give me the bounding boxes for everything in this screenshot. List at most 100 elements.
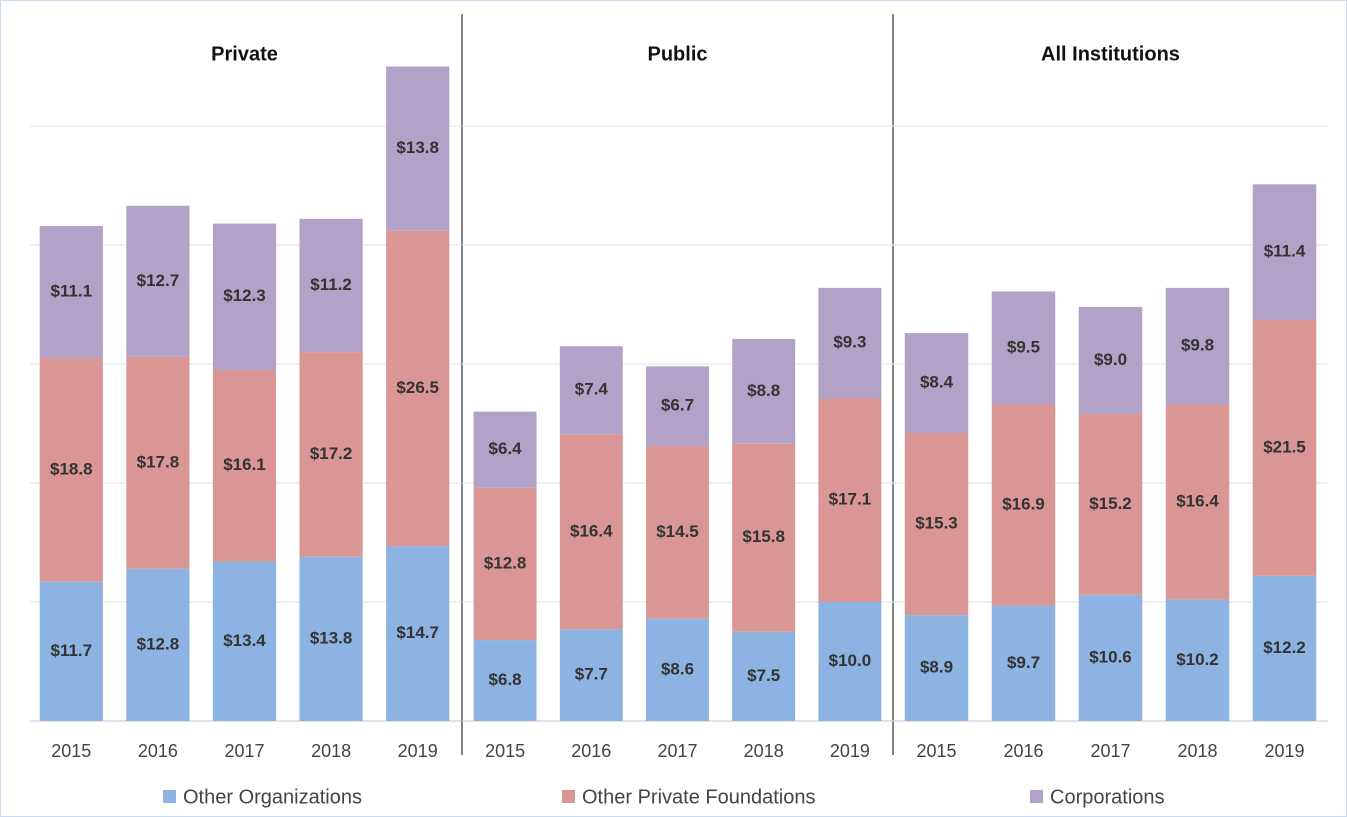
value-label: $15.2	[1089, 494, 1132, 513]
value-label: $14.5	[656, 522, 699, 541]
value-label: $16.1	[223, 455, 266, 474]
value-label: $13.4	[223, 631, 266, 650]
bar-segment	[126, 356, 190, 569]
bar-segment	[212, 561, 277, 721]
bar-segment	[818, 287, 882, 399]
bar-segment	[212, 223, 277, 370]
bar-segment	[904, 433, 969, 616]
value-label: $10.6	[1089, 647, 1132, 666]
bar-segment	[473, 411, 537, 488]
value-label: $6.4	[489, 439, 523, 458]
value-label: $8.8	[747, 381, 780, 400]
value-label: $11.2	[310, 275, 352, 294]
value-label: $6.7	[661, 396, 694, 415]
bar-segment	[646, 446, 709, 619]
bar-segment	[386, 546, 450, 721]
legend-swatch	[163, 790, 176, 803]
value-label: $11.4	[1264, 242, 1306, 261]
x-tick-label: 2019	[1264, 741, 1304, 761]
panel-title: Private	[211, 43, 278, 65]
value-label: $11.7	[50, 641, 92, 660]
value-label: $26.5	[396, 378, 439, 397]
value-label: $8.9	[920, 658, 953, 677]
bar-segment	[473, 487, 537, 641]
bar-segment	[1165, 287, 1230, 405]
value-label: $6.8	[489, 670, 522, 689]
x-tick-label: 2016	[1003, 741, 1043, 761]
bar-segment	[473, 640, 537, 721]
panel-title: All Institutions	[1041, 43, 1180, 65]
bar-segment	[1165, 599, 1230, 721]
value-label: $16.9	[1002, 494, 1045, 513]
value-label: $12.8	[137, 634, 180, 653]
value-label: $15.8	[742, 527, 785, 546]
value-label: $10.0	[829, 651, 872, 670]
bar-segment	[991, 404, 1056, 606]
bar-segment	[991, 291, 1056, 405]
legend-swatch	[1030, 790, 1043, 803]
bar-segment	[299, 218, 363, 353]
bar-segment	[559, 346, 623, 435]
x-tick-label: 2017	[224, 741, 264, 761]
value-label: $11.1	[50, 281, 92, 300]
legend-label: Other Private Foundations	[582, 786, 815, 808]
value-label: $21.5	[1263, 437, 1306, 456]
value-label: $16.4	[570, 521, 613, 540]
value-label: $12.8	[484, 553, 527, 572]
bar-segment	[1252, 319, 1317, 576]
x-tick-label: 2017	[1090, 741, 1130, 761]
x-tick-label: 2017	[657, 741, 697, 761]
bar-segment	[818, 602, 882, 721]
bar-segment	[818, 398, 882, 602]
bar-segment	[126, 568, 190, 721]
x-tick-label: 2016	[138, 741, 178, 761]
value-label: $17.1	[829, 490, 872, 509]
panel-title: Public	[647, 43, 707, 65]
x-tick-label: 2019	[398, 741, 438, 761]
x-tick-label: 2015	[51, 741, 91, 761]
value-label: $17.8	[137, 452, 180, 471]
value-label: $9.0	[1094, 350, 1127, 369]
legend-swatch	[562, 790, 575, 803]
bar-segment	[39, 581, 103, 721]
x-tick-label: 2018	[744, 741, 784, 761]
bar-segment	[126, 205, 190, 357]
bar-segment	[386, 230, 450, 547]
bar-segment	[904, 333, 969, 434]
x-tick-label: 2018	[311, 741, 351, 761]
bar-segment	[646, 618, 709, 721]
bar-segment	[1078, 413, 1143, 595]
value-label: $12.2	[1263, 638, 1306, 657]
x-tick-label: 2015	[916, 741, 956, 761]
x-tick-label: 2018	[1177, 741, 1217, 761]
value-label: $9.5	[1007, 337, 1040, 356]
value-label: $14.7	[396, 623, 439, 642]
value-label: $12.3	[223, 286, 266, 305]
value-label: $18.8	[50, 459, 93, 478]
value-label: $12.7	[137, 271, 180, 290]
value-label: $10.2	[1176, 650, 1219, 669]
bar-segment	[386, 66, 450, 231]
value-label: $7.5	[747, 666, 780, 685]
bar-segment	[212, 369, 277, 562]
bar-segment	[559, 434, 623, 630]
bar-segment	[646, 366, 709, 447]
bar-segment	[39, 358, 103, 582]
value-label: $9.8	[1181, 336, 1214, 355]
bar-segment	[904, 615, 969, 721]
bar-segment	[732, 443, 796, 632]
value-label: $7.4	[575, 380, 609, 399]
bar-segment	[991, 605, 1056, 721]
bar-segment	[559, 629, 623, 721]
value-label: $16.4	[1176, 492, 1219, 511]
bar-segment	[299, 556, 363, 721]
bar-segment	[39, 225, 103, 359]
bar-segment	[1078, 306, 1143, 414]
value-label: $9.3	[833, 333, 866, 352]
legend-label: Other Organizations	[183, 786, 362, 808]
bar-segment	[732, 339, 796, 444]
value-label: $8.6	[661, 659, 694, 678]
bar-segment	[732, 631, 796, 721]
x-tick-label: 2016	[571, 741, 611, 761]
